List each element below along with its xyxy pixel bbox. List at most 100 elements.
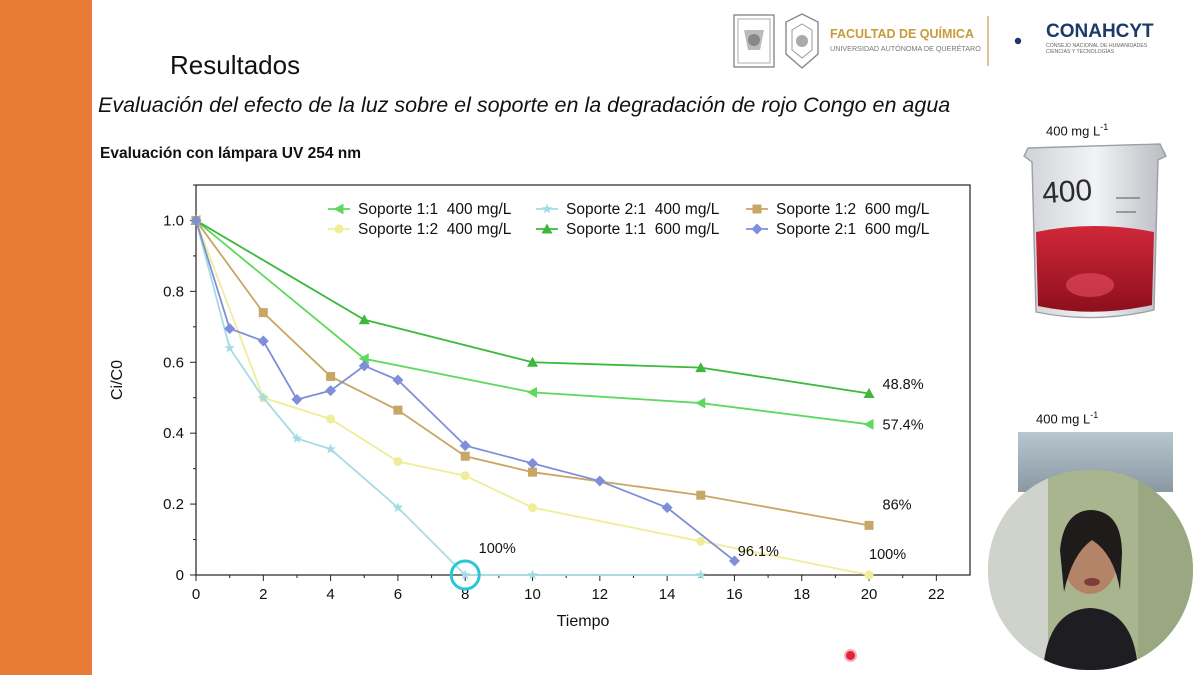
data-point-series-3 [258, 392, 269, 403]
presenter-video-frame [988, 470, 1193, 670]
data-point-series-2 [460, 471, 470, 481]
beaker-marking: 400 [1041, 174, 1093, 210]
data-point-series-3 [224, 342, 235, 353]
data-point-series-5 [864, 520, 874, 530]
faculty-name: FACULTAD DE QUÍMICA [830, 26, 974, 41]
data-point-series-6 [325, 385, 337, 397]
data-point-series-2 [864, 570, 874, 580]
percent-annotation: 48.8% [883, 377, 924, 393]
x-tick-label: 0 [192, 586, 200, 603]
series-line-2 [195, 220, 870, 576]
data-point-series-3 [527, 569, 538, 580]
data-point-series-3 [325, 443, 336, 454]
x-tick-label: 8 [461, 586, 469, 603]
legend-entry-label: Soporte 2:1 600 mg/L [776, 221, 930, 238]
x-tick-label: 12 [591, 586, 608, 603]
slide-subtitle: Evaluación del efecto de la luz sobre el… [98, 93, 951, 117]
data-point-series-1 [863, 418, 874, 430]
legend-swatch-marker [541, 223, 553, 234]
data-point-series-2 [326, 414, 336, 424]
y-axis-label: Ci/C0 [109, 360, 126, 400]
legend-entry-label: Soporte 1:2 600 mg/L [776, 201, 930, 218]
x-tick-label: 20 [861, 586, 878, 603]
legend-swatch-marker [541, 203, 553, 214]
legend-swatch-marker [333, 203, 344, 215]
y-tick-label: 0.8 [163, 283, 184, 300]
slide-title: Resultados [170, 50, 301, 80]
university-name: UNIVERSIDAD AUTÓNOMA DE QUERÉTARO [830, 44, 981, 53]
plot-area-frame [195, 184, 971, 576]
presenter-webcam [988, 470, 1193, 670]
percent-annotation: 57.4% [883, 418, 924, 434]
data-point-series-6 [392, 374, 404, 386]
webcam-label-text: 400 mg L [1036, 411, 1091, 427]
faculty-shield-logo [785, 13, 819, 69]
degradation-line-chart: 0 2 4 6 8 10 12 14 16 18 20 22 0 0.2 0.4 0.6 0.8 1.0 Tiemp… [109, 184, 971, 630]
y-tick-label: 1.0 [163, 212, 184, 229]
y-tick-label: 0.2 [163, 496, 184, 513]
conahcyt-dots-logo [1014, 37, 1022, 45]
data-point-series-4 [358, 314, 370, 325]
data-point-series-5 [460, 451, 470, 461]
data-point-series-3 [392, 502, 404, 513]
data-point-series-6 [190, 214, 202, 226]
data-point-series-6 [257, 335, 269, 347]
conahcyt-subtitle-1: CONSEJO NACIONAL DE HUMANIDADES [1046, 43, 1148, 49]
legend-entry-label: Soporte 1:1 600 mg/L [566, 221, 720, 238]
x-tick-label: 2 [259, 586, 267, 603]
chart-heading: Evaluación con lámpara UV 254 nm [100, 145, 362, 162]
data-point-series-6 [594, 475, 606, 487]
data-point-series-5 [528, 467, 538, 477]
webcam-label-superscript: -1 [1090, 410, 1099, 420]
data-point-series-1 [527, 386, 538, 398]
data-point-series-4 [863, 387, 875, 398]
data-point-series-1 [695, 397, 706, 409]
x-tick-label: 22 [928, 586, 945, 603]
accent-sidebar-bar [0, 0, 92, 675]
data-point-series-4 [527, 356, 539, 367]
data-point-series-1 [358, 353, 369, 365]
legend-entry-label: Soporte 1:2 400 mg/L [358, 221, 512, 238]
data-point-series-6 [459, 440, 471, 452]
data-point-series-2 [528, 503, 538, 513]
data-point-series-4 [695, 362, 707, 373]
legend-swatch-marker [752, 204, 762, 214]
beaker-label-text: 400 mg L [1046, 123, 1101, 139]
data-point-series-6 [527, 457, 539, 469]
x-tick-label: 10 [524, 586, 541, 603]
x-tick-label: 18 [793, 586, 810, 603]
data-point-series-3 [291, 433, 303, 443]
data-point-series-3 [695, 569, 707, 580]
percent-annotation: 86% [883, 497, 912, 513]
x-tick-label: 4 [326, 586, 334, 603]
data-point-series-6 [661, 502, 673, 514]
beaker-photo: 400 [1023, 143, 1167, 319]
data-point-series-6 [358, 360, 370, 372]
legend-swatch-marker [334, 224, 344, 234]
conahcyt-name: CONAHCYT [1046, 21, 1154, 42]
data-point-series-5 [326, 371, 336, 381]
legend-swatch-marker [751, 223, 763, 235]
header-logos: FACULTAD DE QUÍMICA UNIVERSIDAD AUTÓNOMA… [733, 13, 1154, 69]
x-tick-label: 16 [726, 586, 743, 603]
data-point-series-5 [258, 308, 268, 318]
legend-entry-label: Soporte 1:1 400 mg/L [358, 201, 512, 218]
recording-indicator [846, 651, 855, 660]
series-line-5 [195, 219, 870, 527]
data-point-series-6 [728, 555, 740, 567]
data-point-series-2 [696, 536, 706, 546]
x-tick-label: 14 [659, 586, 676, 603]
percent-annotation: 100% [479, 541, 516, 557]
beaker-photo-label: 400 mg L-1 [1046, 122, 1108, 138]
legend-entry-label: Soporte 2:1 400 mg/L [566, 201, 720, 218]
percent-annotation: 100% [869, 547, 906, 563]
x-axis-label: Tiempo [557, 613, 610, 630]
conahcyt-subtitle-2: CIENCIAS Y TECNOLOGÍAS [1046, 48, 1115, 55]
highlight-circle [449, 559, 481, 591]
y-tick-label: 0 [176, 567, 184, 584]
beaker-label-superscript: -1 [1100, 122, 1109, 132]
data-point-series-6 [291, 394, 303, 405]
y-tick-label: 0.6 [163, 354, 184, 371]
university-seal-logo [733, 14, 775, 68]
data-point-series-2 [393, 457, 403, 467]
